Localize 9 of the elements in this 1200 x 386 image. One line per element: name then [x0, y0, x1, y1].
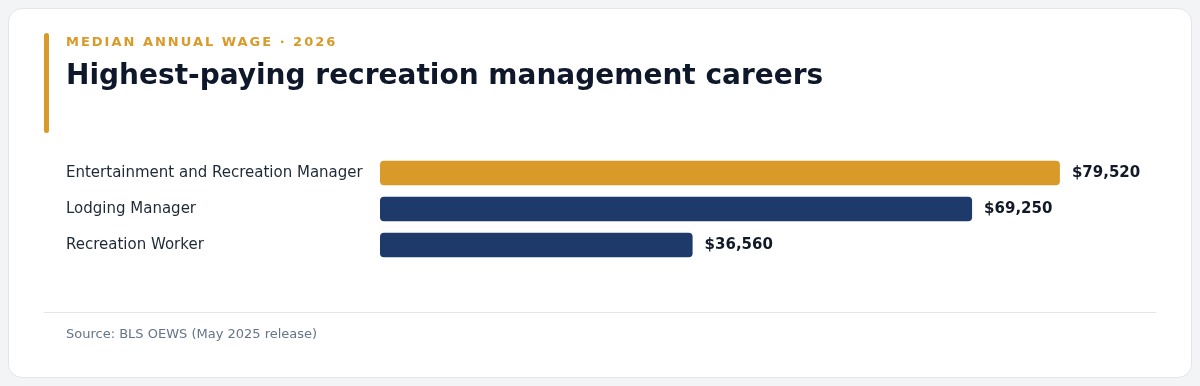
- data-label: $36,560: [704, 234, 773, 253]
- text: MEDIAN ANNUAL WAGE · 2026: [66, 34, 338, 49]
- y-tick-label: Recreation Worker: [66, 234, 205, 253]
- y-tick-label: Lodging Manager: [66, 198, 197, 217]
- y-tick-label: Entertainment and Recreation Manager: [66, 162, 364, 181]
- source-note: Source: BLS OEWS (May 2025 release): [66, 326, 318, 341]
- chart-title: Highest-paying recreation management careers: [66, 58, 824, 91]
- data-label: $69,250: [984, 198, 1053, 217]
- data-label: $79,520: [1071, 162, 1141, 181]
